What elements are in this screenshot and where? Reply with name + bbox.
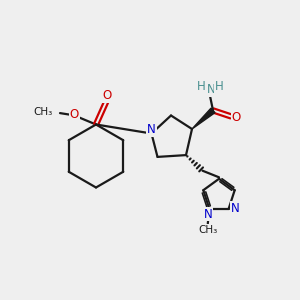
Text: CH₃: CH₃ xyxy=(34,106,53,117)
Text: N: N xyxy=(231,202,240,214)
Text: O: O xyxy=(232,111,241,124)
Polygon shape xyxy=(192,108,215,129)
Text: N: N xyxy=(147,123,156,136)
Text: N: N xyxy=(206,82,215,96)
Text: H: H xyxy=(214,80,224,93)
Text: O: O xyxy=(70,108,79,121)
Text: O: O xyxy=(103,88,112,102)
Text: N: N xyxy=(203,208,212,220)
Text: CH₃: CH₃ xyxy=(198,225,218,235)
Text: H: H xyxy=(196,80,206,93)
